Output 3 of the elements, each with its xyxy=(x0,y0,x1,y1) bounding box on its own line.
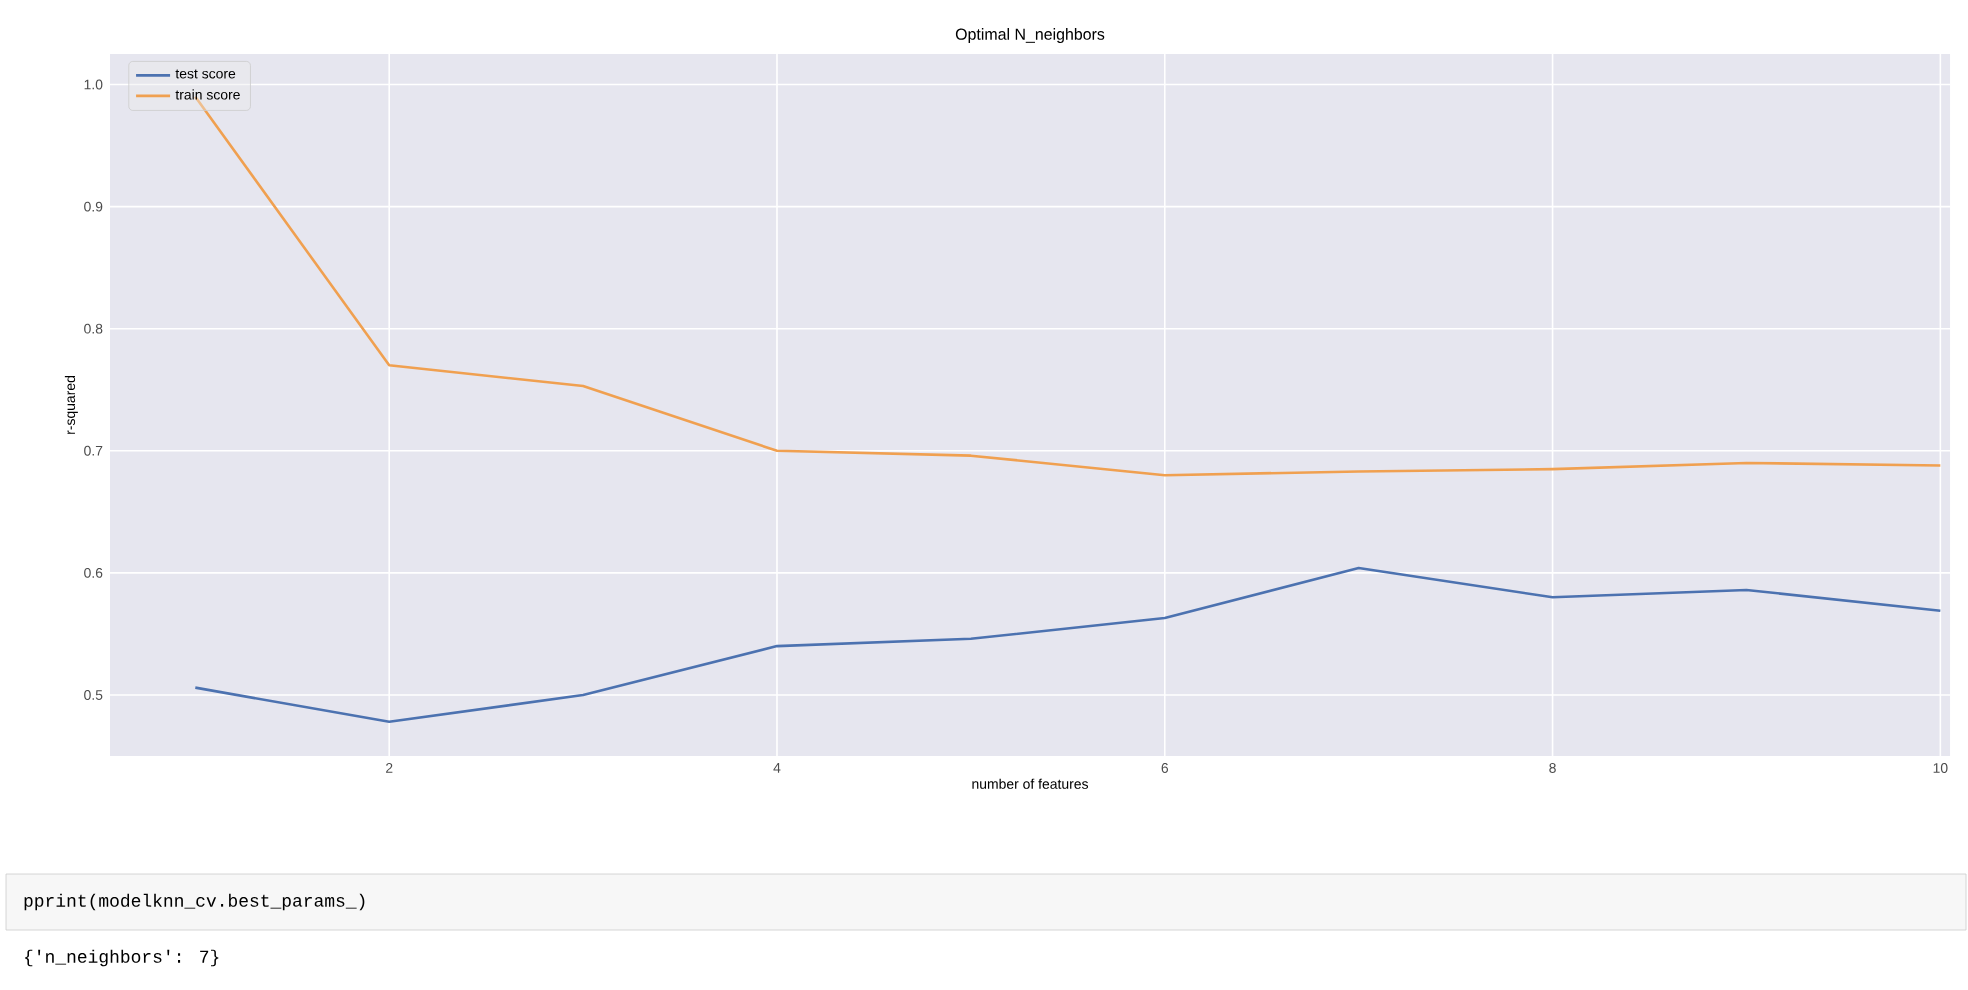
line-series xyxy=(194,566,1942,724)
text: {'n_neighbors': 7} xyxy=(25,949,219,967)
text: pprint(modelknn_cv.best_params_) xyxy=(24,893,365,911)
